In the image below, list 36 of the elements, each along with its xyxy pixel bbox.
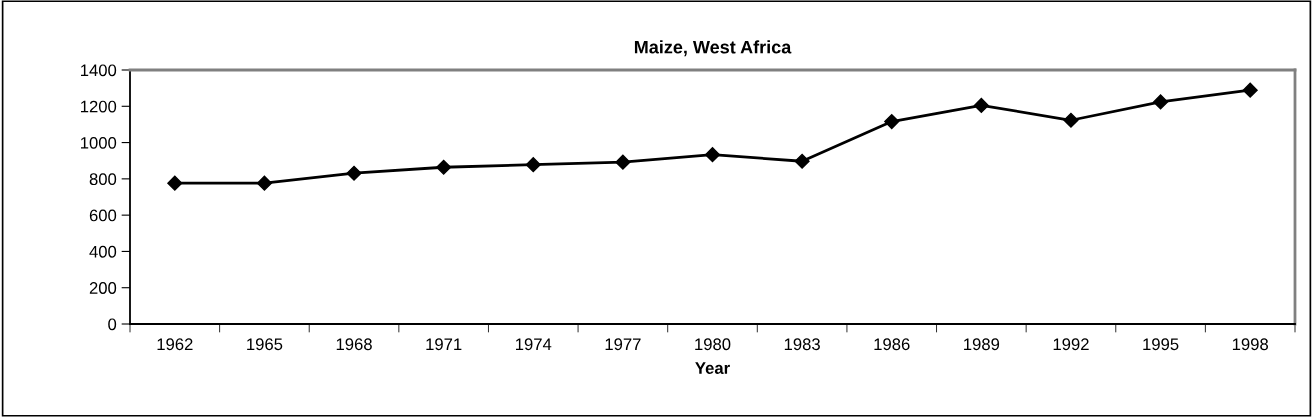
point	[525, 157, 541, 173]
point	[1242, 82, 1258, 98]
x-tick-label: 1992	[1053, 338, 1089, 351]
x-axis-title: Year	[695, 362, 730, 374]
point	[704, 147, 721, 163]
chart-title: Maize, West Africa	[634, 40, 792, 57]
y-tick-label: 1000	[81, 136, 117, 149]
x-tick-label: 1986	[874, 338, 910, 351]
x-tick-label: 1980	[695, 338, 731, 351]
point	[167, 175, 183, 191]
y-tick-label: 400	[89, 245, 117, 258]
x-tick-label: 1998	[1232, 338, 1269, 351]
point	[615, 154, 631, 170]
point	[436, 159, 452, 175]
y-tick-label: 0	[108, 318, 117, 331]
x-tick-label: 1971	[426, 338, 462, 351]
x-tick-label: 1983	[784, 338, 820, 351]
point	[346, 165, 362, 181]
point	[1153, 94, 1169, 110]
point	[1063, 112, 1079, 128]
point	[794, 153, 810, 169]
x-tick-label: 1968	[336, 338, 372, 351]
x-tick-label: 1965	[247, 338, 283, 351]
point	[884, 113, 900, 130]
x-tick-label: 1962	[157, 338, 193, 351]
y-tick-label: 600	[89, 209, 117, 222]
y-tick-label: 1400	[81, 64, 117, 77]
y-tick-label: 200	[89, 282, 117, 294]
x-tick-label: 1974	[516, 338, 552, 351]
x-tick-label: 1995	[1143, 338, 1179, 351]
x-tick-label: 1977	[605, 338, 641, 351]
y-tick-label: 800	[89, 173, 117, 186]
point	[256, 175, 272, 191]
x-tick-label: 1989	[964, 338, 1000, 351]
y-tick-label: 1200	[81, 100, 117, 113]
point	[973, 97, 989, 113]
